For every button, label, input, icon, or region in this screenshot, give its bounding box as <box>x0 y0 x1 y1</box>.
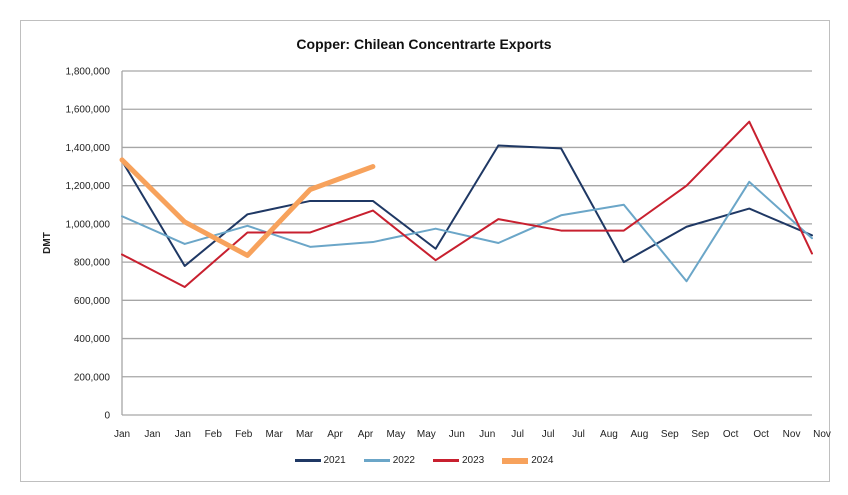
y-tick-label: 800,000 <box>74 258 111 269</box>
y-tick-label: 600,000 <box>74 296 111 307</box>
y-axis-label: DMT <box>42 232 53 254</box>
x-tick-label: Jun <box>449 429 465 440</box>
x-tick-label: Jul <box>511 429 524 440</box>
y-tick-label: 1,600,000 <box>66 105 111 116</box>
x-tick-label: May <box>386 429 405 440</box>
x-tick-label: Jul <box>542 429 555 440</box>
x-tick-label: Mar <box>266 429 284 440</box>
x-tick-label: Feb <box>205 429 223 440</box>
legend-swatch <box>433 459 459 462</box>
x-tick-label: Sep <box>661 429 679 440</box>
x-tick-label: Jan <box>175 429 191 440</box>
legend: 2021 2022 2023 2024 <box>0 455 848 466</box>
x-tick-label: Nov <box>783 429 801 440</box>
legend-label: 2023 <box>462 455 485 466</box>
x-tick-label: Apr <box>327 429 343 440</box>
legend-item-2021: 2021 <box>294 455 346 466</box>
y-tick-label: 1,400,000 <box>66 143 111 154</box>
series-line-2023 <box>121 120 813 288</box>
series-line-2024 <box>119 157 376 258</box>
legend-item-2022: 2022 <box>363 455 415 466</box>
x-tick-label: Jan <box>114 429 130 440</box>
y-tick-label: 0 <box>104 411 110 422</box>
y-tick-label: 400,000 <box>74 334 111 345</box>
x-tick-label: Nov <box>813 429 831 440</box>
legend-label: 2021 <box>323 455 346 466</box>
legend-item-2023: 2023 <box>433 455 484 466</box>
x-tick-label: Sep <box>691 429 709 440</box>
x-tick-label: Aug <box>630 429 648 440</box>
x-tick-label: Oct <box>753 429 769 440</box>
x-tick-label: May <box>417 429 436 440</box>
x-tick-label: Jul <box>572 429 585 440</box>
legend-label: 2022 <box>392 455 415 466</box>
y-tick-label: 1,800,000 <box>66 67 111 78</box>
x-tick-label: Aug <box>600 429 618 440</box>
x-tick-label: Jan <box>144 429 160 440</box>
x-tick-label: Mar <box>296 429 314 440</box>
chart-frame <box>20 20 830 482</box>
series-line-2021 <box>121 144 813 267</box>
x-tick-label: Apr <box>358 429 374 440</box>
x-tick-label: Feb <box>235 429 253 440</box>
legend-item-2024: 2024 <box>502 455 554 466</box>
series-line-2022 <box>121 180 813 283</box>
chart-title: Copper: Chilean Concentrarte Exports <box>296 36 552 52</box>
x-tick-label: Oct <box>723 429 739 440</box>
y-tick-label: 200,000 <box>74 372 111 383</box>
legend-swatch <box>502 457 529 464</box>
legend-swatch <box>363 459 390 462</box>
y-tick-label: 1,000,000 <box>66 219 111 230</box>
legend-label: 2024 <box>531 455 554 466</box>
y-tick-label: 1,200,000 <box>66 181 111 192</box>
legend-swatch <box>294 459 321 462</box>
x-tick-label: Jun <box>479 429 495 440</box>
